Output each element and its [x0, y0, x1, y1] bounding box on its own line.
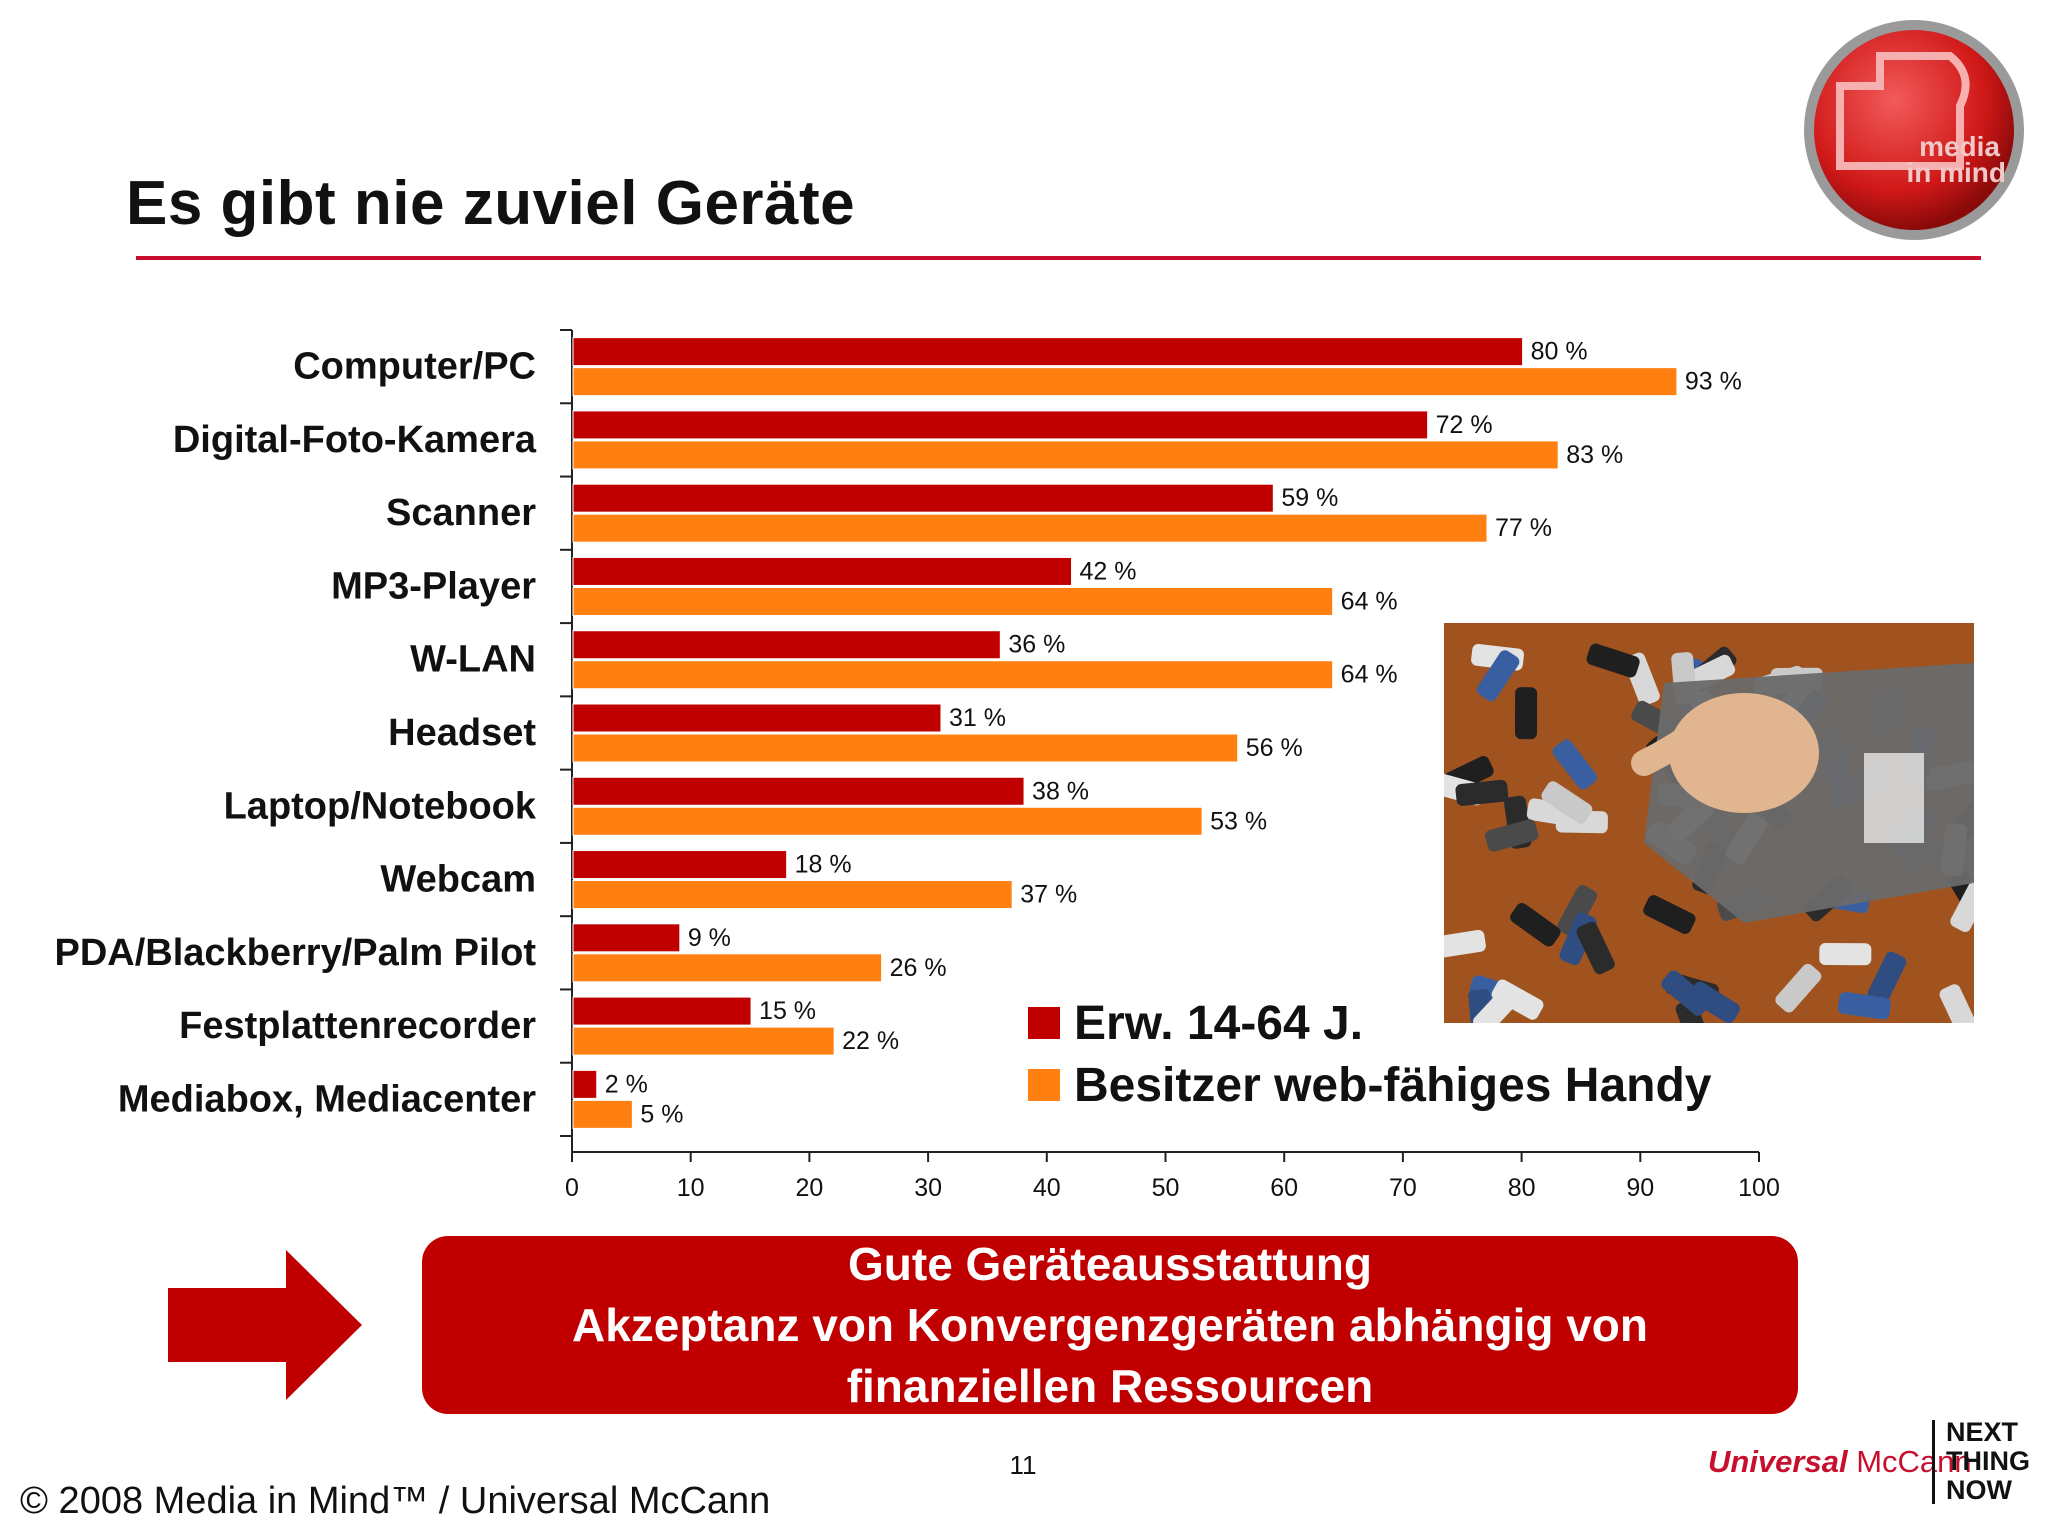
callout-line-3: finanziellen Ressourcen: [846, 1359, 1374, 1412]
data-label: 18 %: [795, 851, 852, 879]
brand-separator: [1932, 1420, 1935, 1504]
bar-chart: 0 10 20 30 40 50 60 70 80 90 100 Computer/PC 80 % 93 …: [54, 329, 1780, 1202]
tagline-2: THING: [1946, 1446, 2030, 1476]
data-label: 15 %: [759, 997, 816, 1025]
logo-text-2: in mind: [1906, 157, 2006, 188]
bar-web-phone: [572, 660, 1334, 690]
bar-adults: [572, 410, 1429, 440]
x-tick-label: 100: [1738, 1174, 1780, 1202]
bar-web-phone: [572, 367, 1678, 397]
next-thing-now-logo: NEXT THING NOW: [1946, 1418, 2030, 1505]
legend-item-adults: Erw. 14-64 J.: [1028, 992, 1712, 1054]
bar-web-phone: [572, 733, 1239, 763]
chart-legend: Erw. 14-64 J. Besitzer web-fähiges Handy: [1028, 992, 1712, 1116]
chart-labels: 0 10 20 30 40 50 60 70 80 90 100 Computer/PC 80 % 93 …: [54, 338, 1779, 1202]
bar-web-phone: [572, 1026, 835, 1056]
data-label: 80 %: [1531, 338, 1588, 366]
bar-web-phone: [572, 586, 1334, 616]
x-tick-label: 10: [677, 1174, 705, 1202]
data-label: 56 %: [1246, 734, 1303, 762]
bar-adults: [572, 556, 1073, 586]
bar-adults: [572, 996, 752, 1026]
bar-adults: [572, 776, 1025, 806]
callout-line-2: Akzeptanz von Konvergenzgeräten abhängig…: [571, 1298, 1649, 1351]
category-label: Computer/PC: [293, 346, 536, 388]
category-label: MP3-Player: [331, 565, 536, 607]
data-label: 59 %: [1281, 484, 1338, 512]
category-label: Digital-Foto-Kamera: [173, 419, 537, 461]
bar-adults: [572, 1069, 598, 1099]
x-tick-label: 0: [565, 1174, 579, 1202]
callout-line-1: Gute Geräteausstattung: [848, 1237, 1372, 1290]
x-tick-label: 70: [1389, 1174, 1417, 1202]
data-label: 64 %: [1341, 661, 1398, 689]
legend-label-adults: Erw. 14-64 J.: [1074, 996, 1364, 1050]
x-tick-label: 50: [1152, 1174, 1180, 1202]
media-in-mind-logo: media in mind: [1804, 20, 2024, 240]
category-label: Headset: [388, 712, 536, 754]
legend-item-web-phone: Besitzer web-fähiges Handy: [1028, 1054, 1712, 1116]
category-label: Webcam: [380, 859, 536, 901]
bar-adults: [572, 337, 1524, 367]
data-label: 38 %: [1032, 777, 1089, 805]
bar-web-phone: [572, 806, 1203, 836]
x-tick-label: 30: [914, 1174, 942, 1202]
chart-bars: [572, 337, 1678, 1129]
bar-web-phone: [572, 513, 1488, 543]
tagline-3: NOW: [1946, 1475, 2012, 1505]
phones-photo: [1444, 623, 1974, 1023]
data-label: 53 %: [1210, 807, 1267, 835]
logo-text-1: media: [1919, 131, 2000, 162]
category-label: Scanner: [386, 492, 536, 534]
brand-mccann: McCann: [1856, 1444, 1972, 1479]
data-label: 64 %: [1341, 587, 1398, 615]
conclusion-callout: Gute Geräteausstattung Akzeptanz von Kon…: [422, 1236, 1798, 1414]
page-number: 11: [1009, 1450, 1037, 1480]
data-label: 36 %: [1008, 631, 1065, 659]
data-label: 31 %: [949, 704, 1006, 732]
bar-web-phone: [572, 440, 1559, 470]
legend-swatch-orange: [1028, 1069, 1060, 1101]
data-label: 2 %: [605, 1070, 648, 1098]
copyright-text: © 2008 Media in Mind™ / Universal McCann: [20, 1480, 771, 1522]
data-label: 72 %: [1436, 411, 1493, 439]
category-label: Mediabox, Mediacenter: [118, 1078, 536, 1120]
data-label: 42 %: [1080, 557, 1137, 585]
data-label: 22 %: [842, 1027, 899, 1055]
category-label: PDA/Blackberry/Palm Pilot: [54, 932, 536, 974]
x-tick-label: 20: [795, 1174, 823, 1202]
data-label: 26 %: [890, 954, 947, 982]
legend-swatch-red: [1028, 1007, 1060, 1039]
category-label: W-LAN: [410, 639, 536, 681]
legend-label-web-phone: Besitzer web-fähiges Handy: [1074, 1058, 1712, 1112]
x-tick-label: 90: [1626, 1174, 1654, 1202]
bar-adults: [572, 850, 788, 880]
brand-universal: Universal: [1708, 1444, 1848, 1479]
x-tick-label: 60: [1270, 1174, 1298, 1202]
title-rule: [136, 256, 1981, 260]
data-label: 93 %: [1685, 368, 1742, 396]
arrow-right-icon: [168, 1250, 362, 1400]
tagline-1: NEXT: [1946, 1417, 2019, 1447]
bar-adults: [572, 630, 1001, 660]
bar-web-phone: [572, 1099, 633, 1129]
bar-web-phone: [572, 953, 883, 983]
x-tick-label: 80: [1508, 1174, 1536, 1202]
brand-universal-mccann: Universal McCann: [1708, 1444, 1972, 1480]
data-label: 83 %: [1566, 441, 1623, 469]
slide-title: Es gibt nie zuviel Geräte: [126, 169, 856, 238]
data-label: 5 %: [640, 1100, 683, 1128]
category-label: Festplattenrecorder: [179, 1005, 536, 1047]
chart-axis: [560, 329, 1760, 1162]
data-label: 77 %: [1495, 514, 1552, 542]
data-label: 9 %: [688, 924, 731, 952]
bar-adults: [572, 703, 942, 733]
data-label: 37 %: [1020, 881, 1077, 909]
bar-adults: [572, 923, 681, 953]
bar-web-phone: [572, 880, 1013, 910]
bar-adults: [572, 483, 1274, 513]
category-label: Laptop/Notebook: [224, 785, 537, 827]
x-tick-label: 40: [1033, 1174, 1061, 1202]
